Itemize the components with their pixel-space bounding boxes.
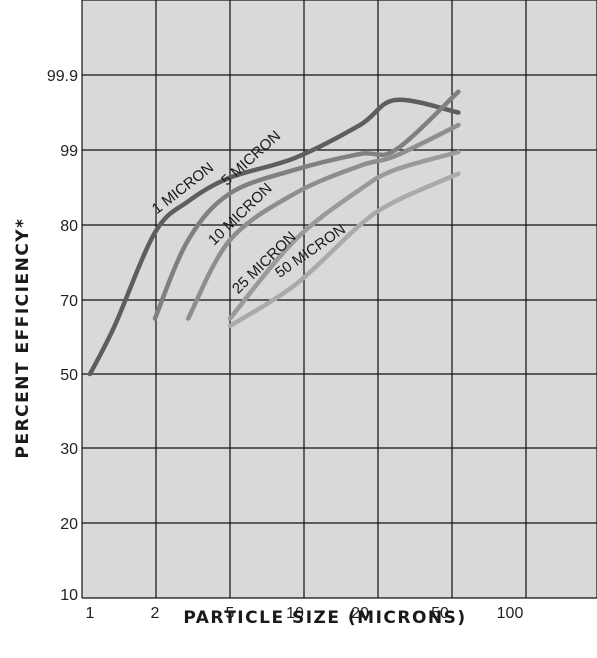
- curve-1-micron: [87, 97, 461, 377]
- x-tick-label: 1: [86, 605, 95, 622]
- plot-area: [82, 0, 597, 598]
- x-tick-label: 50: [431, 605, 449, 622]
- y-axis-title: PERCENT EFFICIENCY*: [13, 218, 33, 459]
- y-tick-label: 80: [60, 218, 78, 235]
- x-tick-label: 100: [497, 605, 524, 622]
- y-tick-label: 50: [60, 367, 78, 384]
- y-tick-label: 99: [60, 143, 78, 160]
- x-tick-label: 2: [151, 605, 160, 622]
- y-tick-labels: 10 20 30 50 70 80 99 99.9: [47, 68, 78, 604]
- y-tick-label: 30: [60, 441, 78, 458]
- x-tick-labels: 1 2 5 10 20 50 100: [86, 605, 524, 622]
- x-tick-label: 10: [286, 605, 304, 622]
- y-tick-label: 20: [60, 516, 78, 533]
- x-tick-label: 5: [226, 605, 235, 622]
- x-tick-label: 20: [351, 605, 369, 622]
- y-tick-label: 70: [60, 293, 78, 310]
- curve-50-micron: [227, 171, 461, 329]
- curves: [87, 89, 461, 377]
- curve-25-micron: [227, 149, 461, 321]
- curve-5-micron: [152, 89, 461, 321]
- x-axis-title: PARTICLE SIZE (MICRONS): [183, 608, 466, 628]
- curve-10-micron: [185, 122, 461, 321]
- y-tick-label: 10: [60, 587, 78, 604]
- y-tick-label: 99.9: [47, 68, 78, 85]
